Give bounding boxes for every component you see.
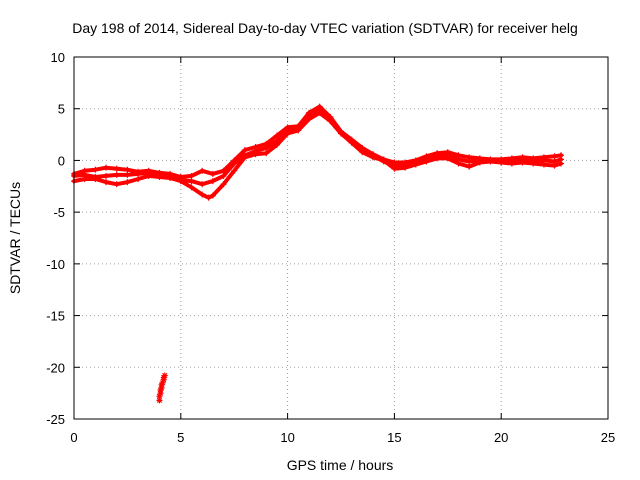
data-point xyxy=(455,156,462,163)
data-point xyxy=(327,116,334,123)
data-point xyxy=(103,179,110,186)
y-tick-label: 0 xyxy=(58,153,65,168)
data-point xyxy=(103,164,110,171)
data-point xyxy=(220,172,227,179)
y-tick-label: -25 xyxy=(46,412,65,427)
x-tick-label: 20 xyxy=(494,430,508,445)
data-layer xyxy=(71,103,565,404)
data-point xyxy=(231,160,238,167)
data-point xyxy=(81,171,88,178)
x-axis-label: GPS time / hours xyxy=(287,457,394,473)
data-point xyxy=(124,166,131,173)
series-band xyxy=(72,104,563,179)
y-tick-label: 10 xyxy=(51,50,65,65)
data-point xyxy=(380,158,387,165)
data-point xyxy=(92,166,99,173)
data-point xyxy=(177,177,184,184)
x-tick-label: 0 xyxy=(70,430,77,445)
data-point xyxy=(113,165,120,172)
point-mark-d2 xyxy=(156,397,163,404)
data-point xyxy=(476,157,483,164)
data-point xyxy=(551,153,558,160)
data-point xyxy=(124,179,131,186)
data-point xyxy=(209,170,216,177)
data-point xyxy=(508,157,515,164)
series-band xyxy=(72,110,563,200)
point-mark-d2 xyxy=(162,372,168,379)
data-point xyxy=(402,161,409,168)
grid xyxy=(74,57,608,419)
data-point xyxy=(188,172,195,179)
data-point xyxy=(241,152,248,159)
axis-ticks: 0 5 10 15 20 25 10 5 0 -5 -10 -15 -20 -25 xyxy=(46,50,615,445)
data-point xyxy=(519,157,526,164)
y-tick-label: -5 xyxy=(53,205,65,220)
data-point xyxy=(188,178,195,185)
data-point xyxy=(161,372,168,379)
data-point xyxy=(273,132,280,139)
y-axis-label: SDTVAR / TECUs xyxy=(7,182,23,294)
data-point xyxy=(145,169,152,176)
x-tick-label: 25 xyxy=(601,430,615,445)
data-point xyxy=(160,374,167,381)
data-point xyxy=(220,181,227,188)
x-tick-label: 15 xyxy=(387,430,401,445)
data-point xyxy=(241,147,248,154)
data-point xyxy=(135,176,142,183)
data-point xyxy=(199,181,206,188)
data-point xyxy=(359,147,366,154)
y-tick-label: -15 xyxy=(46,309,65,324)
data-point xyxy=(205,194,212,201)
series-track-3 xyxy=(71,106,565,188)
data-point xyxy=(252,148,259,155)
data-point xyxy=(348,138,355,145)
series-isolated-cluster xyxy=(156,372,168,404)
data-point xyxy=(113,181,120,188)
data-point xyxy=(558,156,565,163)
data-point xyxy=(370,152,377,159)
data-point xyxy=(209,192,216,199)
data-point xyxy=(466,158,473,165)
data-point xyxy=(444,152,451,159)
data-point xyxy=(124,171,131,178)
data-point xyxy=(92,173,99,180)
data-point xyxy=(295,125,302,132)
data-point xyxy=(199,191,206,198)
data-point xyxy=(199,167,206,174)
data-point xyxy=(316,106,323,113)
data-point xyxy=(263,145,270,152)
data-point xyxy=(391,162,398,169)
data-point xyxy=(167,172,174,179)
plot-frame xyxy=(73,56,609,420)
y-tick-label: -10 xyxy=(46,257,65,272)
chart-title: Day 198 of 2014, Sidereal Day-to-day VTE… xyxy=(72,20,578,36)
data-point xyxy=(209,178,216,185)
series-track-2 xyxy=(71,109,565,201)
data-point xyxy=(487,157,494,164)
y-tick-label: -20 xyxy=(46,360,65,375)
data-point xyxy=(540,157,547,164)
data-point xyxy=(156,171,163,178)
data-point xyxy=(103,172,110,179)
data-point xyxy=(305,112,312,119)
data-point xyxy=(113,171,120,178)
data-point xyxy=(551,158,558,165)
data-point xyxy=(135,170,142,177)
data-point xyxy=(466,163,473,170)
data-point xyxy=(231,167,238,174)
data-point xyxy=(263,150,270,157)
x-tick-label: 10 xyxy=(280,430,294,445)
data-point xyxy=(273,137,280,144)
data-point xyxy=(188,184,195,191)
data-point xyxy=(434,153,441,160)
data-point xyxy=(412,159,419,166)
data-point xyxy=(338,129,344,136)
data-point xyxy=(498,158,505,165)
y-tick-label: 5 xyxy=(58,102,65,117)
data-point xyxy=(284,127,291,134)
data-point xyxy=(423,155,430,162)
x-tick-label: 5 xyxy=(177,430,184,445)
data-point xyxy=(530,158,537,165)
